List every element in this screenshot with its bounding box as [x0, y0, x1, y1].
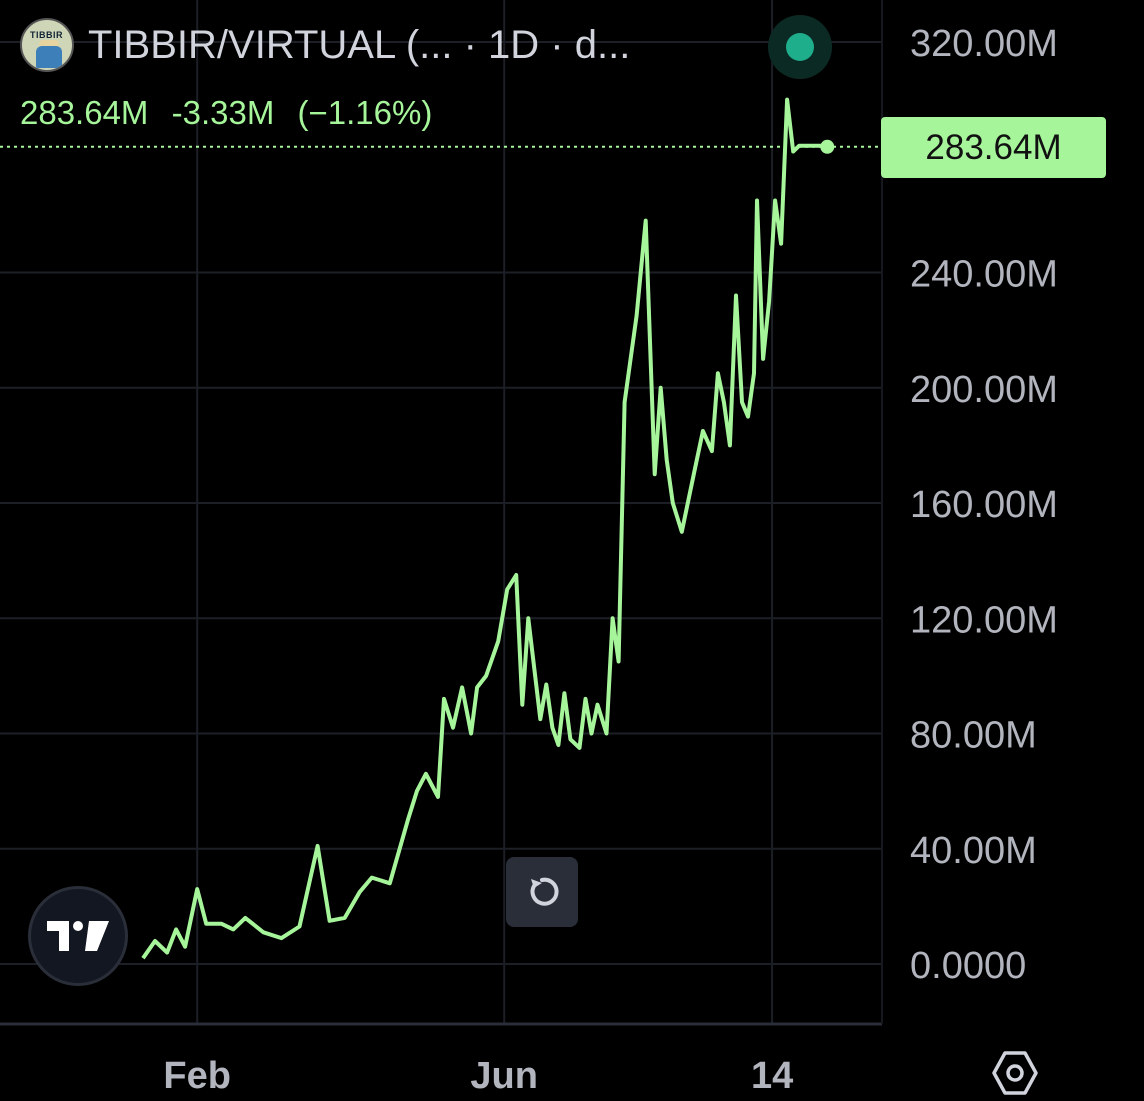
- reset-chart-button[interactable]: [506, 857, 578, 927]
- avatar-body: [36, 46, 62, 68]
- chart-grid: [0, 0, 882, 1024]
- price-quote: 283.64M -3.33M (−1.16%): [20, 94, 446, 132]
- last-price-dot: [820, 139, 835, 154]
- y-tick-label: 0.0000: [910, 945, 1026, 987]
- x-tick-label: 14: [751, 1055, 793, 1097]
- x-tick-label: Jun: [470, 1055, 538, 1097]
- y-tick-label: 40.00M: [910, 830, 1037, 872]
- reset-chart-icon: [530, 877, 559, 906]
- y-tick-label: 160.00M: [910, 484, 1058, 526]
- settings-button[interactable]: [988, 1046, 1042, 1100]
- axis-lines: [0, 0, 883, 1026]
- x-axis: Feb Jun 14: [163, 1055, 793, 1097]
- market-status-indicator[interactable]: [768, 15, 832, 79]
- y-tick-label: 200.00M: [910, 369, 1058, 411]
- y-tick-label: 320.00M: [910, 23, 1058, 65]
- avatar-face: [39, 40, 59, 50]
- status-dot-icon: [786, 33, 814, 61]
- price-change-percent: (−1.16%): [297, 94, 433, 131]
- y-tick-label: 240.00M: [910, 254, 1058, 296]
- symbol-title[interactable]: TIBBIR/VIRTUAL (... · 1D · d...: [88, 22, 631, 67]
- avatar-label: TIBBIR: [30, 30, 63, 40]
- price-series-line: [141, 97, 830, 960]
- y-tick-label: 120.00M: [910, 599, 1058, 641]
- tradingview-logo-icon[interactable]: [28, 886, 128, 986]
- last-price-tag: 283.64M: [881, 117, 1106, 178]
- x-tick-label: Feb: [163, 1055, 231, 1097]
- tradingview-mark-icon: [47, 921, 109, 951]
- settings-hexagon-icon: [992, 1051, 1038, 1095]
- y-tick-label: 80.00M: [910, 715, 1037, 757]
- token-avatar[interactable]: TIBBIR: [20, 18, 74, 72]
- chart-header: TIBBIR TIBBIR/VIRTUAL (... · 1D · d...: [20, 18, 630, 72]
- last-price: 283.64M: [20, 94, 149, 131]
- y-axis: 0.0000 40.00M 80.00M 120.00M 160.00M 200.00M 2…: [910, 23, 1058, 987]
- price-change: -3.33M: [171, 94, 275, 131]
